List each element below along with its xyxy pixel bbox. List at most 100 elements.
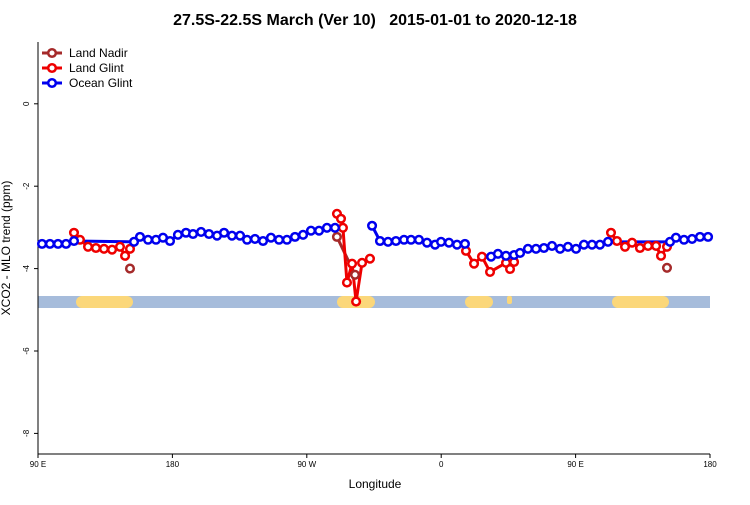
point [651,240,662,251]
point [522,243,534,254]
point [265,232,277,243]
point [337,222,348,233]
point [602,236,614,247]
x-tick-label: 0 [439,460,444,469]
point [351,296,362,307]
point [196,226,207,237]
point [187,228,199,240]
point [341,277,353,288]
point [82,241,94,252]
y-tick-label: -6 [22,347,31,355]
point [107,244,118,255]
point [98,243,110,254]
point [61,238,72,249]
point [382,236,394,247]
legend-label: Land Glint [69,61,124,75]
point [335,213,347,224]
chart-title: 27.5S-22.5S March (Ver 10) 2015-01-01 to… [173,12,577,29]
point [642,240,654,251]
point [413,234,424,245]
point [114,241,126,252]
point [390,235,402,247]
land-mask [38,296,710,308]
x-tick-label: 90 W [297,460,316,469]
y-tick-label: -8 [22,429,31,437]
point [687,233,698,244]
point [469,258,480,269]
land-patch [507,296,512,304]
point [44,238,55,249]
point [555,243,566,254]
point [219,227,230,238]
land-patch [76,296,133,308]
point [257,235,269,247]
point [570,243,582,254]
point [605,227,617,238]
point [504,263,516,275]
point [586,239,598,250]
point [634,242,646,254]
point [500,250,512,261]
point [661,262,673,273]
point [443,237,455,248]
point [626,237,638,248]
y-tick-label: -4 [22,264,31,272]
point [405,234,417,245]
point [349,269,361,280]
point [703,231,714,242]
point [298,229,309,240]
point [514,247,526,258]
point [670,232,682,243]
point [249,233,261,244]
point [52,238,64,249]
legend-label: Land Nadir [69,46,128,60]
point [242,234,253,245]
legend-marker [46,62,58,74]
point [124,263,136,274]
x-axis-label: Longitude [349,477,402,491]
point [281,234,292,245]
y-tick-label: 0 [22,101,31,106]
point [357,257,368,268]
x-tick-label: 180 [703,460,717,469]
point [594,239,605,250]
point [611,235,623,247]
point [172,229,183,240]
point [68,227,80,238]
legend-label: Ocean Glint [69,76,133,90]
point [289,231,301,242]
point [374,235,386,247]
y-tick-label: -2 [22,182,31,190]
point [364,253,376,264]
point [68,235,80,247]
point [476,251,488,262]
point [619,241,631,252]
point [203,228,215,240]
point [459,238,470,249]
point [124,243,136,254]
point [546,240,558,251]
point [421,237,433,248]
point [120,250,131,261]
point [143,234,154,245]
point [346,258,358,269]
point [694,231,706,242]
point [321,222,333,233]
point [313,225,325,236]
point [329,222,341,233]
land-patch [612,296,669,308]
point [484,266,496,277]
point [128,236,140,247]
point [305,225,317,236]
land-patch [465,296,493,308]
point [578,239,590,250]
point [451,239,463,250]
point [90,242,101,254]
x-tick-label: 90 E [567,460,583,469]
point [273,234,285,245]
x-tick-label: 90 E [30,460,46,469]
point [331,231,343,242]
